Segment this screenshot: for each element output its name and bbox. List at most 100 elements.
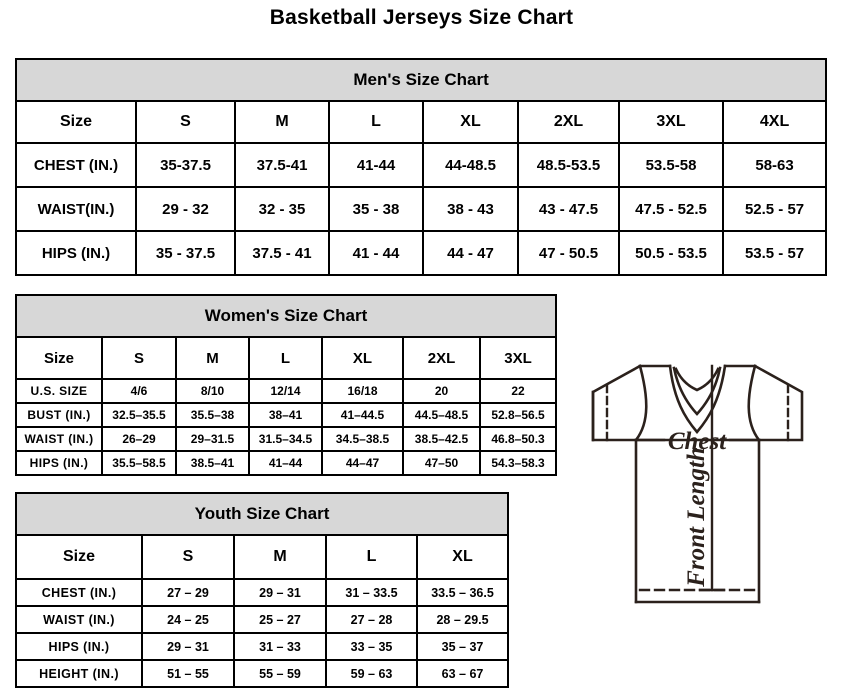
mens-cell-hips-4xl: 53.5 - 57 bbox=[721, 230, 828, 276]
womens-cell-hips-s: 35.5–58.5 bbox=[101, 450, 177, 476]
womens-cell-ussize-3xl: 22 bbox=[478, 378, 558, 404]
youth-cell-hips-l: 33 – 35 bbox=[325, 632, 418, 661]
table-row: U.S. SIZE 4/6 8/10 12/14 16/18 20 22 bbox=[15, 378, 558, 404]
mens-col-header-0: Size bbox=[15, 100, 137, 144]
mens-size-chart-table: Men's Size Chart Size S M L XL 2XL 3XL 4… bbox=[14, 58, 828, 276]
youth-cell-height-l: 59 – 63 bbox=[325, 659, 418, 688]
table-row: WAIST (IN.) 24 – 25 25 – 27 27 – 28 28 –… bbox=[15, 605, 510, 634]
youth-row-label-waist: WAIST (IN.) bbox=[15, 605, 143, 634]
womens-cell-ussize-m: 8/10 bbox=[175, 378, 250, 404]
youth-cell-height-s: 51 – 55 bbox=[141, 659, 235, 688]
table-row: HEIGHT (IN.) 51 – 55 55 – 59 59 – 63 63 … bbox=[15, 659, 510, 688]
youth-cell-chest-l: 31 – 33.5 bbox=[325, 578, 418, 607]
mens-cell-waist-4xl: 52.5 - 57 bbox=[721, 186, 828, 232]
mens-col-header-4: XL bbox=[422, 100, 519, 144]
youth-cell-chest-xl: 33.5 – 36.5 bbox=[415, 578, 510, 607]
left-armhole bbox=[634, 364, 648, 442]
youth-cell-chest-s: 27 – 29 bbox=[141, 578, 235, 607]
womens-row-label-hips: HIPS (IN.) bbox=[15, 450, 103, 476]
mens-cell-chest-3xl: 53.5-58 bbox=[618, 142, 724, 188]
womens-col-header-3: L bbox=[248, 336, 323, 380]
mens-cell-chest-2xl: 48.5-53.5 bbox=[517, 142, 620, 188]
womens-cell-ussize-s: 4/6 bbox=[101, 378, 177, 404]
mens-cell-hips-l: 41 - 44 bbox=[328, 230, 424, 276]
mens-cell-hips-2xl: 47 - 50.5 bbox=[517, 230, 620, 276]
womens-cell-hips-3xl: 54.3–58.3 bbox=[478, 450, 558, 476]
womens-cell-hips-l: 41–44 bbox=[248, 450, 323, 476]
vneck-collar-inner bbox=[672, 366, 722, 416]
mens-cell-chest-l: 41-44 bbox=[328, 142, 424, 188]
womens-header-row: Size S M L XL 2XL 3XL bbox=[15, 336, 558, 380]
womens-chart-caption: Women's Size Chart bbox=[14, 294, 558, 338]
page-title: Basketball Jerseys Size Chart bbox=[269, 6, 574, 29]
mens-cell-chest-m: 37.5-41 bbox=[234, 142, 330, 188]
youth-cell-height-m: 55 – 59 bbox=[233, 659, 327, 688]
womens-cell-ussize-2xl: 20 bbox=[402, 378, 481, 404]
mens-chart-caption: Men's Size Chart bbox=[14, 58, 828, 102]
left-sleeve-outline bbox=[591, 364, 642, 442]
youth-row-label-chest: CHEST (IN.) bbox=[15, 578, 143, 607]
womens-cell-ussize-l: 12/14 bbox=[248, 378, 323, 404]
mens-cell-waist-3xl: 47.5 - 52.5 bbox=[618, 186, 724, 232]
jersey-measurement-diagram: Chest Front Length bbox=[552, 352, 843, 652]
mens-cell-hips-3xl: 50.5 - 53.5 bbox=[618, 230, 724, 276]
womens-cell-hips-2xl: 47–50 bbox=[402, 450, 481, 476]
womens-cell-bust-xl: 41–44.5 bbox=[321, 402, 404, 428]
youth-col-header-4: XL bbox=[415, 534, 510, 580]
front-length-label: Front Length bbox=[683, 447, 710, 588]
table-row: WAIST (IN.) 26–29 29–31.5 31.5–34.5 34.5… bbox=[15, 426, 558, 452]
mens-cell-waist-2xl: 43 - 47.5 bbox=[517, 186, 620, 232]
table-row: HIPS (IN.) 35.5–58.5 38.5–41 41–44 44–47… bbox=[15, 450, 558, 476]
vneck-outer bbox=[668, 364, 727, 434]
womens-cell-bust-3xl: 52.8–56.5 bbox=[478, 402, 558, 428]
mens-cell-chest-s: 35-37.5 bbox=[135, 142, 236, 188]
womens-col-header-5: 2XL bbox=[402, 336, 481, 380]
mens-col-header-1: S bbox=[135, 100, 236, 144]
womens-cell-hips-m: 38.5–41 bbox=[175, 450, 250, 476]
mens-header-row: Size S M L XL 2XL 3XL 4XL bbox=[15, 100, 828, 144]
mens-cell-hips-s: 35 - 37.5 bbox=[135, 230, 236, 276]
youth-header-row: Size S M L XL bbox=[15, 534, 510, 580]
youth-size-chart-table: Youth Size Chart Size S M L XL CHEST (IN… bbox=[14, 492, 510, 688]
table-row: BUST (IN.) 32.5–35.5 35.5–38 38–41 41–44… bbox=[15, 402, 558, 428]
womens-row-label-bust: BUST (IN.) bbox=[15, 402, 103, 428]
youth-col-header-2: M bbox=[233, 534, 327, 580]
womens-cell-waist-xl: 34.5–38.5 bbox=[321, 426, 404, 452]
womens-cell-bust-l: 38–41 bbox=[248, 402, 323, 428]
chest-label: Chest bbox=[668, 428, 727, 455]
mens-cell-hips-m: 37.5 - 41 bbox=[234, 230, 330, 276]
youth-cell-waist-m: 25 – 27 bbox=[233, 605, 327, 634]
mens-col-header-3: L bbox=[328, 100, 424, 144]
womens-col-header-0: Size bbox=[15, 336, 103, 380]
youth-cell-chest-m: 29 – 31 bbox=[233, 578, 327, 607]
youth-cell-waist-l: 27 – 28 bbox=[325, 605, 418, 634]
mens-cell-chest-xl: 44-48.5 bbox=[422, 142, 519, 188]
youth-cell-hips-s: 29 – 31 bbox=[141, 632, 235, 661]
mens-col-header-5: 2XL bbox=[517, 100, 620, 144]
youth-row-label-height: HEIGHT (IN.) bbox=[15, 659, 143, 688]
right-sleeve-outline bbox=[753, 364, 804, 442]
mens-row-label-waist: WAIST(IN.) bbox=[15, 186, 137, 232]
mens-row-label-hips: HIPS (IN.) bbox=[15, 230, 137, 276]
right-armhole bbox=[747, 364, 761, 442]
table-row: CHEST (IN.) 35-37.5 37.5-41 41-44 44-48.… bbox=[15, 142, 828, 188]
womens-cell-waist-3xl: 46.8–50.3 bbox=[478, 426, 558, 452]
youth-row-label-hips: HIPS (IN.) bbox=[15, 632, 143, 661]
womens-cell-bust-s: 32.5–35.5 bbox=[101, 402, 177, 428]
mens-col-header-6: 3XL bbox=[618, 100, 724, 144]
youth-cell-waist-xl: 28 – 29.5 bbox=[415, 605, 510, 634]
womens-cell-hips-xl: 44–47 bbox=[321, 450, 404, 476]
table-row: WAIST(IN.) 29 - 32 32 - 35 35 - 38 38 - … bbox=[15, 186, 828, 232]
youth-cell-hips-m: 31 – 33 bbox=[233, 632, 327, 661]
womens-cell-bust-m: 35.5–38 bbox=[175, 402, 250, 428]
womens-col-header-4: XL bbox=[321, 336, 404, 380]
womens-cell-waist-s: 26–29 bbox=[101, 426, 177, 452]
mens-col-header-7: 4XL bbox=[721, 100, 828, 144]
womens-size-chart-table: Women's Size Chart Size S M L XL 2XL 3XL… bbox=[14, 294, 558, 476]
youth-col-header-0: Size bbox=[15, 534, 143, 580]
womens-cell-waist-l: 31.5–34.5 bbox=[248, 426, 323, 452]
table-row: HIPS (IN.) 29 – 31 31 – 33 33 – 35 35 – … bbox=[15, 632, 510, 661]
mens-cell-waist-s: 29 - 32 bbox=[135, 186, 236, 232]
mens-row-label-chest: CHEST (IN.) bbox=[15, 142, 137, 188]
womens-col-header-2: M bbox=[175, 336, 250, 380]
